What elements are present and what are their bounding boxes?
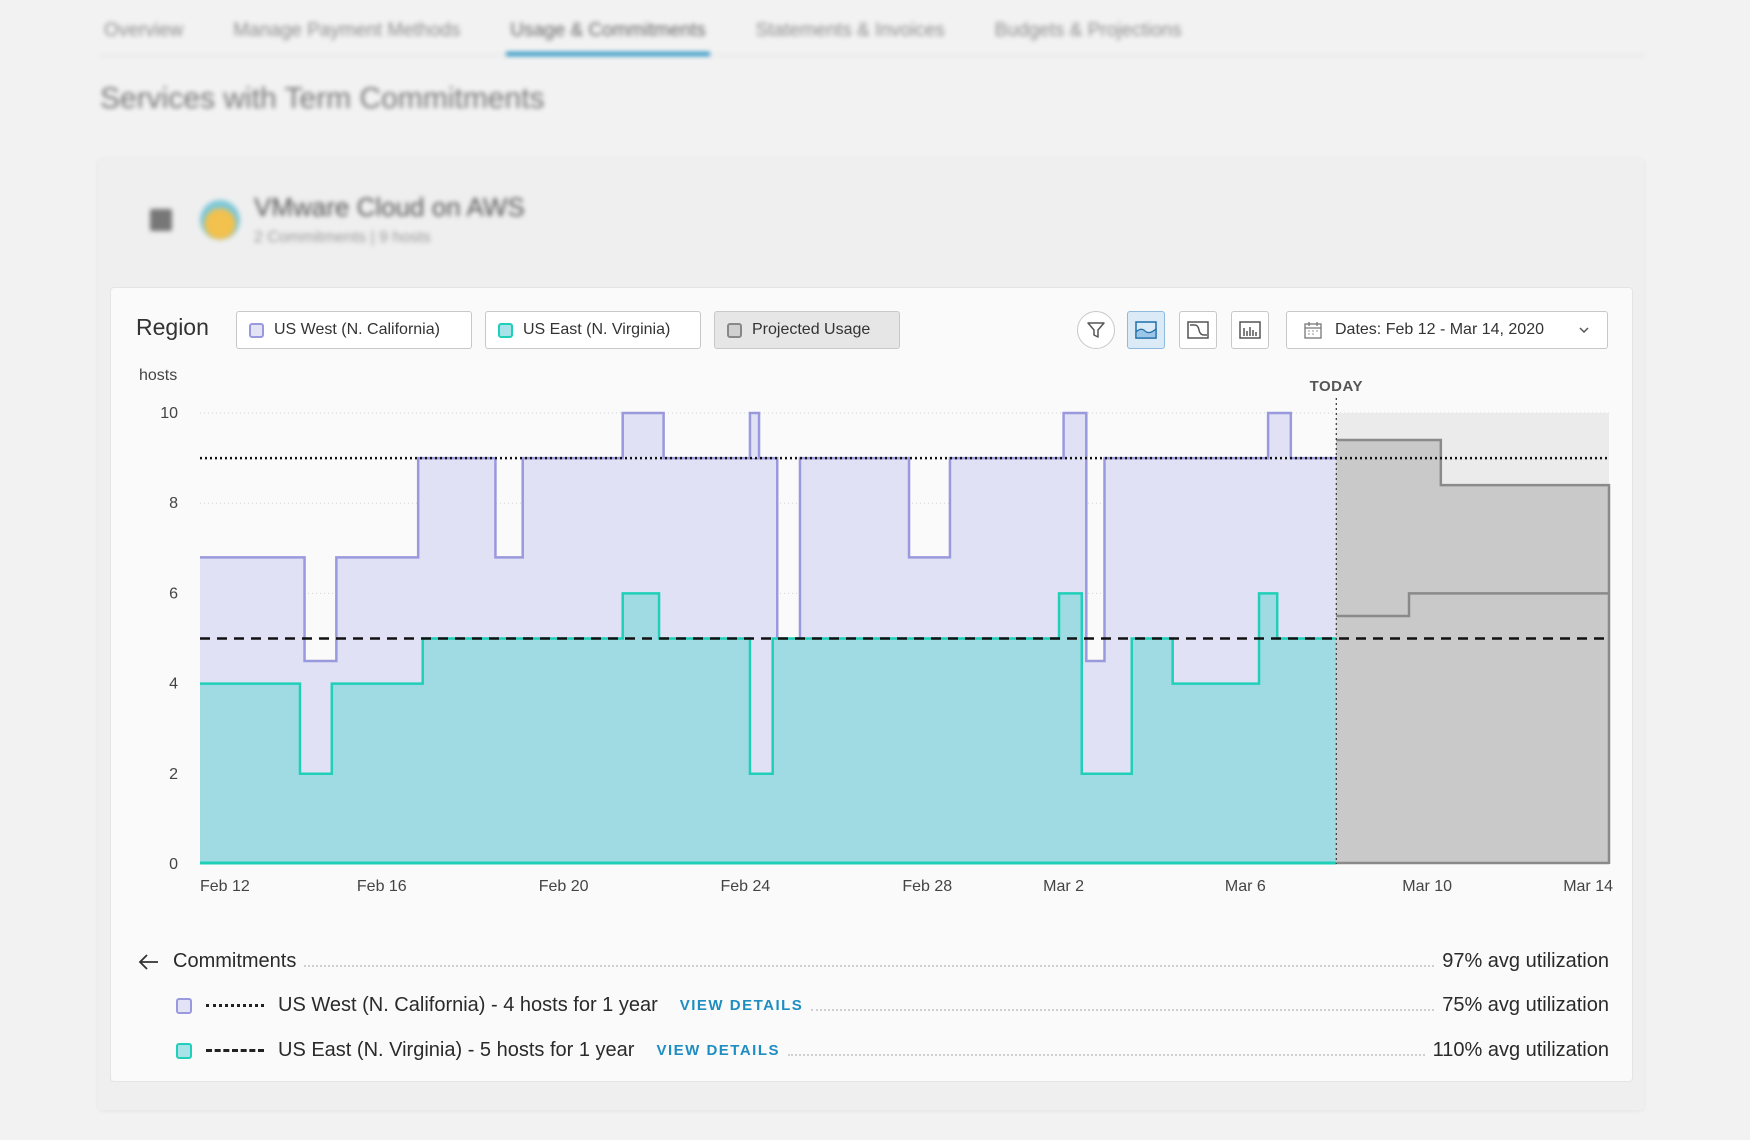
region-label: Region: [136, 314, 209, 340]
page-title: Services with Term Commitments: [100, 82, 545, 115]
area-chart-icon: [1135, 321, 1157, 339]
swatch-projected: [727, 322, 742, 338]
commitment-row-us-west: US West (N. California) - 4 hosts for 1 …: [176, 994, 1609, 1017]
series-area-us-east: [200, 593, 1337, 864]
tab-overview[interactable]: Overview: [104, 19, 184, 41]
total-utilization: 97% avg utilization: [1442, 950, 1609, 972]
today-label: TODAY: [1310, 378, 1363, 395]
back-arrow-icon[interactable]: [137, 952, 161, 972]
date-range-dropdown[interactable]: Dates: Feb 12 - Mar 14, 2020: [1286, 311, 1608, 349]
service-name: VMware Cloud on AWS: [254, 192, 525, 222]
x-tick-label: Mar 14: [1563, 878, 1613, 895]
filter-chip-label: Projected Usage: [752, 321, 871, 338]
chevron-down-icon: [1579, 327, 1589, 334]
commitment-utilization: 75% avg utilization: [1442, 994, 1609, 1016]
y-tick-label: 6: [169, 585, 178, 602]
filter-icon: [1087, 322, 1105, 338]
swatch-us-west: [176, 997, 192, 1014]
view-details-link[interactable]: VIEW DETAILS: [656, 1042, 780, 1059]
series-spike-us-west: [748, 411, 761, 459]
service-header: VMware Cloud on AWS 2 Commitments | 9 ho…: [150, 192, 525, 247]
x-tick-label: Mar 2: [1043, 878, 1084, 895]
x-tick-label: Feb 28: [902, 878, 952, 895]
commitments-title: Commitments: [173, 950, 297, 972]
service-subtitle: 2 Commitments | 9 hosts: [254, 229, 431, 246]
step-chart-button[interactable]: [1179, 311, 1217, 349]
swatch-us-west: [249, 322, 264, 338]
dotted-line-icon: [206, 1004, 264, 1007]
collapse-icon[interactable]: [150, 208, 172, 231]
projected-area-us-west: [1336, 440, 1609, 864]
service-logo-icon: [200, 199, 240, 240]
projected-line-us-west: [1336, 438, 1611, 864]
commitment-row-us-east: US East (N. Virginia) - 5 hosts for 1 ye…: [176, 1039, 1609, 1062]
filter-chip-label: US West (N. California): [274, 321, 440, 338]
x-tick-label: Feb 12: [200, 878, 250, 895]
tab-payment-methods[interactable]: Manage Payment Methods: [233, 19, 461, 41]
tab-statements[interactable]: Statements & Invoices: [755, 19, 945, 41]
filter-chip-label: US East (N. Virginia): [523, 321, 671, 338]
calendar-icon: [1304, 322, 1322, 339]
bar-chart-icon: [1239, 321, 1261, 339]
y-tick-label: 0: [169, 856, 178, 873]
y-tick-label: 2: [169, 766, 178, 783]
dashed-line-icon: [206, 1049, 264, 1052]
bar-chart-button[interactable]: [1231, 311, 1269, 349]
commitment-label: US West (N. California) - 4 hosts for 1 …: [278, 994, 658, 1016]
tab-usage-commitments[interactable]: Usage & Commitments: [506, 8, 710, 56]
commitment-utilization: 110% avg utilization: [1432, 1039, 1609, 1061]
filter-chip-projected[interactable]: Projected Usage: [714, 311, 900, 349]
filter-chip-us-west[interactable]: US West (N. California): [236, 311, 472, 349]
date-range-label: Dates: Feb 12 - Mar 14, 2020: [1335, 321, 1544, 338]
usage-chart: 0 2 4 6 8 10 Feb 12 Feb 16 Feb 20 Feb 24 Feb 28 Mar…: [139, 367, 1613, 895]
projected-line-us-east: [1336, 592, 1609, 618]
commitments-header: Commitments 97% avg utilization: [137, 950, 1609, 973]
leader-dots: [788, 1054, 1425, 1056]
view-details-link[interactable]: VIEW DETAILS: [679, 997, 804, 1014]
leader-dots: [304, 965, 1435, 967]
x-tick-label: Mar 10: [1402, 878, 1452, 895]
series-line-us-east: [200, 592, 1337, 776]
commitment-label: US East (N. Virginia) - 5 hosts for 1 ye…: [278, 1039, 635, 1061]
nav-tabs: Overview Manage Payment Methods Usage & …: [100, 8, 1645, 56]
leader-dots: [811, 1009, 1435, 1011]
filter-button[interactable]: [1077, 311, 1115, 349]
x-tick-label: Feb 24: [721, 878, 771, 895]
y-tick-label: 4: [169, 676, 178, 693]
x-tick-label: Mar 6: [1225, 878, 1266, 895]
y-tick-label: 8: [169, 495, 178, 512]
y-tick-label: 10: [160, 405, 178, 422]
x-tick-label: Feb 16: [357, 878, 407, 895]
x-tick-label: Feb 20: [539, 878, 589, 895]
tab-budgets[interactable]: Budgets & Projections: [994, 19, 1182, 41]
filter-chip-us-east[interactable]: US East (N. Virginia): [485, 311, 701, 349]
swatch-us-east: [498, 322, 513, 338]
area-chart-button[interactable]: [1127, 311, 1165, 349]
swatch-us-east: [176, 1042, 192, 1059]
y-axis-unit-label: hosts: [139, 367, 177, 384]
step-chart-icon: [1187, 321, 1209, 339]
